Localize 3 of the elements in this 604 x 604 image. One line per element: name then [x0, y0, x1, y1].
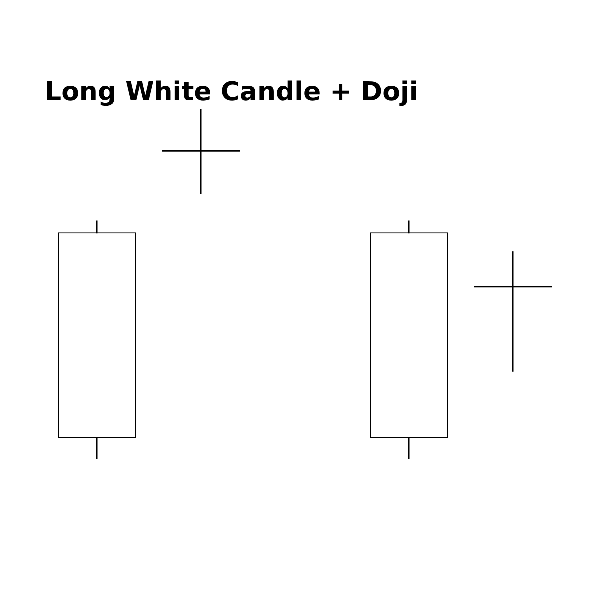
- chart-title: Long White Candle + Doji: [45, 77, 418, 108]
- candlestick: [161, 108, 241, 195]
- candlestick: [473, 250, 553, 373]
